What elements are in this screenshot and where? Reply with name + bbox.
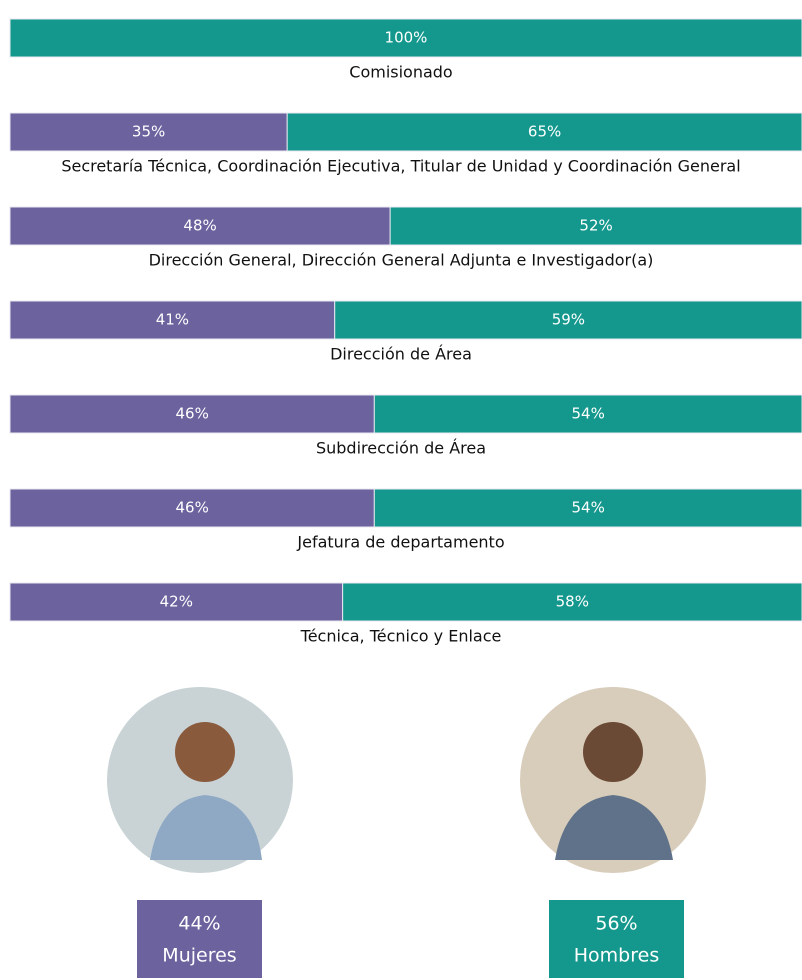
category-label: Comisionado bbox=[349, 63, 452, 82]
bar-value-label: 58% bbox=[556, 593, 589, 611]
bar-value-label: 54% bbox=[571, 405, 604, 423]
photo-woman bbox=[107, 687, 293, 873]
bar-segment bbox=[373, 488, 802, 528]
bar-value-label: 52% bbox=[579, 217, 612, 235]
bar-value-label: 100% bbox=[385, 29, 428, 47]
bar-value-label: 48% bbox=[183, 217, 216, 235]
summary-value: 44% bbox=[178, 913, 220, 935]
bar-segment bbox=[389, 206, 802, 246]
bar-segment bbox=[9, 112, 288, 152]
bar-value-label: 41% bbox=[156, 311, 189, 329]
category-label: Secretaría Técnica, Coordinación Ejecuti… bbox=[61, 157, 740, 176]
summary-name: Mujeres bbox=[162, 945, 236, 967]
bar-value-label: 54% bbox=[571, 499, 604, 517]
bar-segment bbox=[9, 206, 391, 246]
category-label: Subdirección de Área bbox=[316, 439, 486, 458]
summary-box bbox=[549, 900, 684, 978]
category-label: Jefatura de departamento bbox=[296, 533, 504, 552]
summary-box bbox=[137, 900, 262, 978]
bar-segment bbox=[9, 582, 344, 622]
photo-man bbox=[520, 687, 706, 873]
bar-value-label: 46% bbox=[175, 405, 208, 423]
bar-segment bbox=[342, 582, 802, 622]
bar-segment bbox=[9, 394, 375, 434]
summary-name: Hombres bbox=[574, 945, 659, 967]
category-label: Dirección General, Dirección General Adj… bbox=[149, 251, 654, 270]
bar-value-label: 46% bbox=[175, 499, 208, 517]
bar-segment bbox=[286, 112, 802, 152]
bar-value-label: 65% bbox=[528, 123, 561, 141]
bar-segment bbox=[373, 394, 802, 434]
category-label: Dirección de Área bbox=[330, 345, 472, 364]
summary-value: 56% bbox=[595, 913, 637, 935]
bar-segment bbox=[9, 18, 802, 58]
bar-segment bbox=[9, 488, 375, 528]
bar-value-label: 59% bbox=[552, 311, 585, 329]
bar-value-label: 42% bbox=[160, 593, 193, 611]
category-label: Técnica, Técnico y Enlace bbox=[300, 627, 502, 646]
bar-segment bbox=[9, 300, 336, 340]
bar-value-label: 35% bbox=[132, 123, 165, 141]
bar-segment bbox=[334, 300, 802, 340]
